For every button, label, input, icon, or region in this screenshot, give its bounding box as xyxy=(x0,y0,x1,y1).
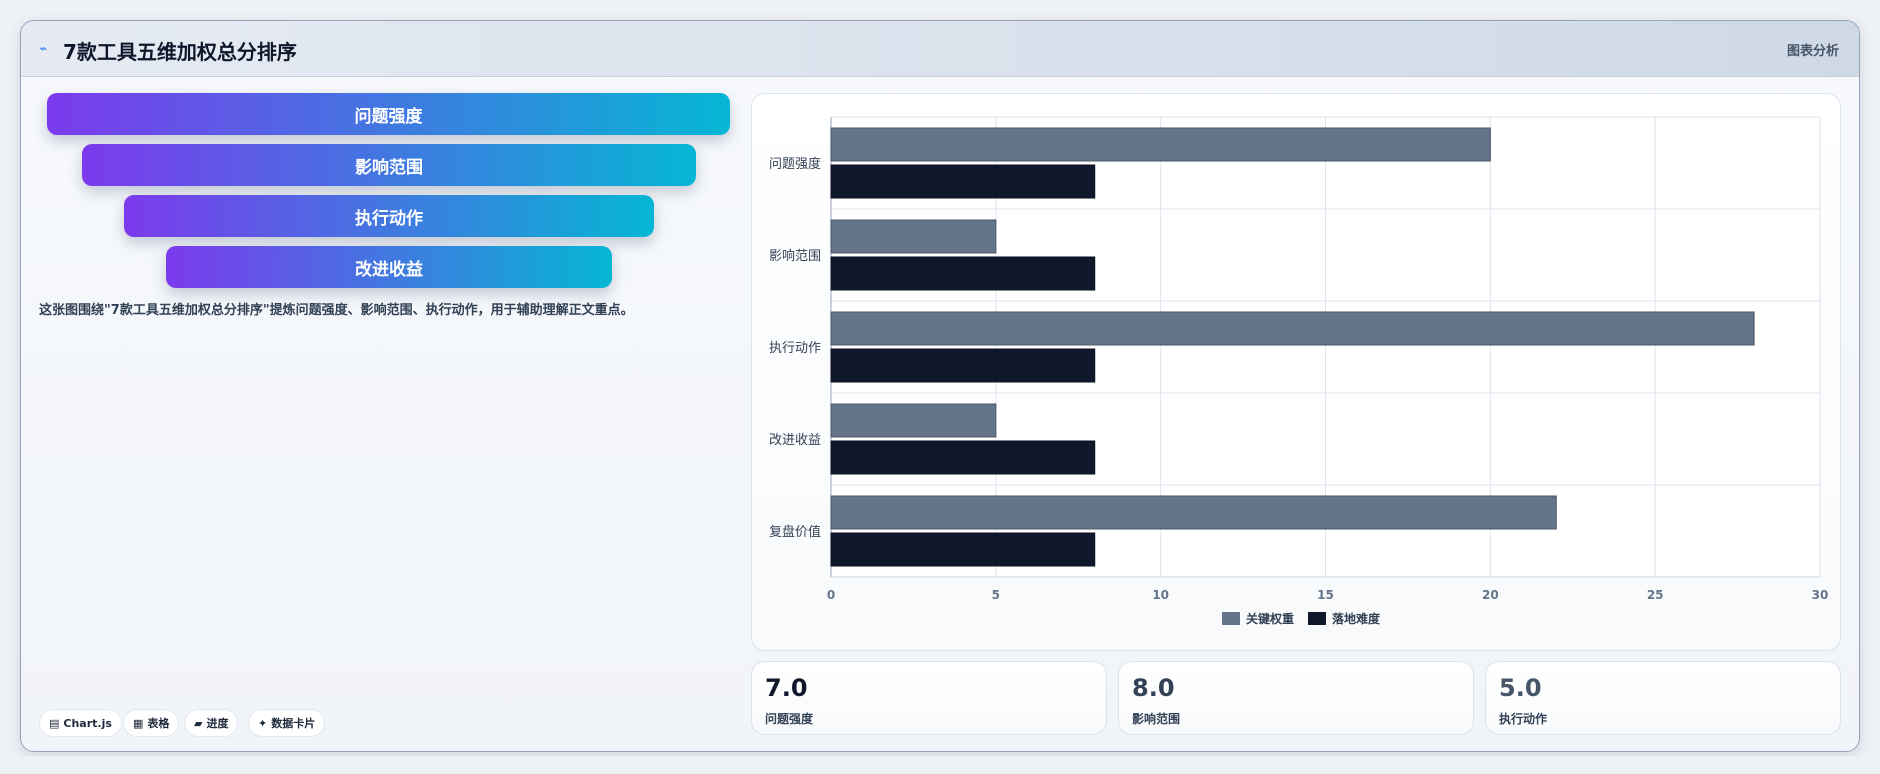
card-header: ⌁ 7款工具五维加权总分排序 图表分析 xyxy=(21,21,1859,77)
stat-card: 7.0 问题强度 xyxy=(751,661,1107,735)
progress-icon: ▰ xyxy=(194,716,203,730)
legend-swatch-1 xyxy=(1222,612,1240,625)
bar-key-weight-5 xyxy=(830,495,1557,530)
chart-line-icon: ⌁ xyxy=(39,41,48,57)
funnel-bar-1: 问题强度 xyxy=(47,93,730,135)
table-icon: ▦ xyxy=(133,716,144,730)
y-tick-label: 复盘价值 xyxy=(769,524,821,540)
legend-swatch-2 xyxy=(1308,612,1326,625)
pill-chart: ▤ Chart.js xyxy=(39,709,122,737)
bar-landing-difficulty-5 xyxy=(830,532,1096,567)
card-title: 7款工具五维加权总分排序 xyxy=(63,40,297,64)
y-tick-label: 问题强度 xyxy=(769,156,821,172)
chart-panel: 0 5 10 15 20 25 30 问题强度影响范围执行动作改进收益复盘价值关键权重 落地难度 xyxy=(751,93,1841,651)
bar-key-weight-3 xyxy=(830,311,1755,346)
sparkle-icon: ✦ xyxy=(258,716,268,730)
stat-card: 5.0 执行动作 xyxy=(1485,661,1841,735)
stat-label: 执行动作 xyxy=(1499,712,1548,726)
bar-key-weight-2 xyxy=(830,219,997,254)
funnel-bar-3: 执行动作 xyxy=(124,195,654,237)
x-tick-label: 30 xyxy=(1812,588,1829,602)
pill-table: ▦ 表格 xyxy=(123,709,180,737)
x-tick-label: 10 xyxy=(1152,588,1169,602)
x-tick-label: 20 xyxy=(1482,588,1499,602)
chart-card: ⌁ 7款工具五维加权总分排序 图表分析 问题强度 影响范围 执行动作 改进收益 这张图… xyxy=(20,20,1860,752)
stat-label: 影响范围 xyxy=(1132,712,1181,726)
x-tick-label: 0 xyxy=(827,588,835,602)
funnel-bar-2: 影响范围 xyxy=(82,144,696,186)
x-tick-label: 5 xyxy=(992,588,1000,602)
legend-label-2: 落地难度 xyxy=(1332,611,1381,626)
chart-analysis-tag: 图表分析 xyxy=(1786,44,1839,59)
bar-key-weight-4 xyxy=(830,403,997,438)
pill-label: Chart.js xyxy=(63,716,112,730)
y-tick-label: 影响范围 xyxy=(769,248,821,264)
chart-description: 这张图围绕"7款工具五维加权总分排序"提炼问题强度、影响范围、执行动作，用于辅助… xyxy=(39,303,634,318)
y-tick-label: 改进收益 xyxy=(769,433,821,448)
stat-card: 8.0 影响范围 xyxy=(1118,661,1474,735)
bar-landing-difficulty-1 xyxy=(830,164,1096,199)
x-tick-label: 25 xyxy=(1647,588,1664,602)
stat-value: 8.0 xyxy=(1132,674,1175,702)
chart-icon: ▤ xyxy=(49,716,60,730)
pill-sparkle: ✦ 数据卡片 xyxy=(248,709,326,737)
bar-key-weight-1 xyxy=(830,127,1491,162)
stat-value: 7.0 xyxy=(765,674,808,702)
pill-progress: ▰ 进度 xyxy=(184,709,239,737)
bar-landing-difficulty-4 xyxy=(830,440,1096,475)
stat-label: 问题强度 xyxy=(765,712,814,726)
x-tick-label: 15 xyxy=(1317,588,1334,602)
page-footer-strip xyxy=(0,756,1880,774)
pill-label: 数据卡片 xyxy=(271,717,316,730)
pill-label: 表格 xyxy=(147,717,170,730)
y-tick-label: 执行动作 xyxy=(769,341,821,356)
funnel-bar-4: 改进收益 xyxy=(166,246,612,288)
stat-value: 5.0 xyxy=(1499,674,1542,702)
bar-landing-difficulty-3 xyxy=(830,348,1096,383)
pill-label: 进度 xyxy=(206,717,229,730)
bar-landing-difficulty-2 xyxy=(830,256,1096,291)
legend-label-1: 关键权重 xyxy=(1246,611,1294,626)
